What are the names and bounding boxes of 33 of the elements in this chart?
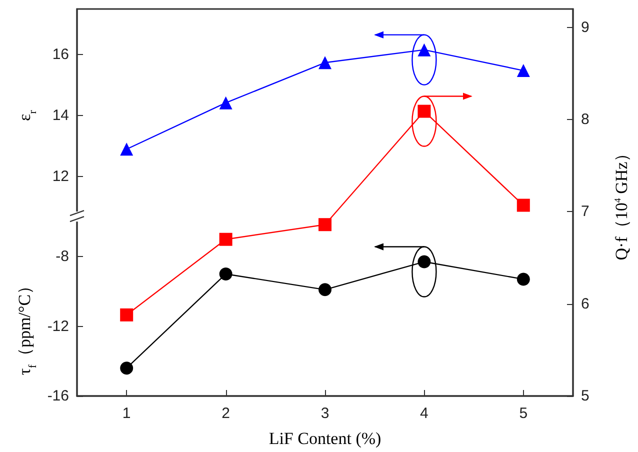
y-tick-label: -12	[47, 318, 69, 335]
point	[418, 255, 431, 268]
point	[318, 218, 332, 232]
y2-axis-title: Q·f（104 GHz）	[612, 144, 631, 260]
y2-tick-label: 9	[581, 18, 590, 36]
x-tick-label: 1	[122, 405, 131, 422]
point	[219, 267, 232, 280]
point	[318, 283, 332, 296]
point	[516, 64, 530, 78]
point	[318, 56, 332, 70]
y-tick-label: -8	[56, 248, 69, 266]
x-tick-label: 5	[519, 405, 528, 422]
y-tick-label: -16	[47, 388, 69, 404]
y2-tick-label: 8	[581, 111, 590, 128]
y2-tick-label: 5	[581, 388, 590, 404]
point	[418, 104, 431, 118]
x-axis-title: LiF Content (%)	[268, 429, 382, 448]
point	[120, 142, 134, 156]
point	[219, 96, 232, 110]
x-tick-label: 2	[222, 405, 230, 422]
x-tick-label: 4	[420, 405, 428, 422]
y3-tick-label: 12	[52, 168, 69, 186]
point	[516, 198, 530, 212]
y2-tick-label: 6	[581, 295, 590, 312]
point	[120, 362, 134, 375]
y3-tick-label: 14	[52, 107, 69, 124]
point	[120, 308, 134, 322]
x-tick-label: 3	[320, 405, 330, 422]
point	[219, 232, 232, 246]
point	[516, 272, 530, 286]
y2-tick-label: 7	[581, 203, 590, 220]
point	[418, 43, 431, 56]
y3-tick-label: 16	[52, 46, 69, 64]
